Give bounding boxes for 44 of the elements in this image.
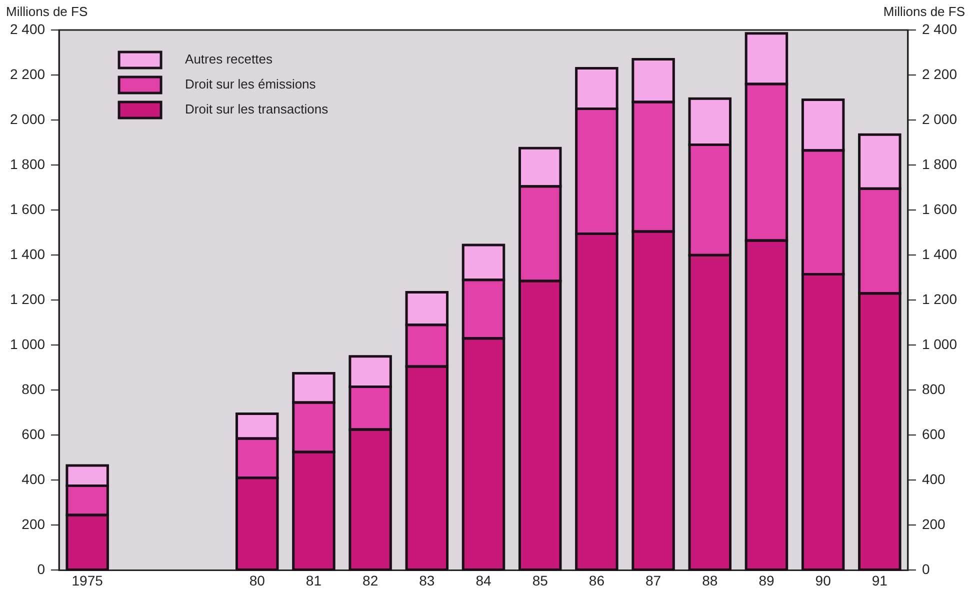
x-tick-label: 89 [758, 572, 774, 588]
legend-label: Droit sur les transactions [185, 102, 329, 117]
y-tick-label: 600 [22, 426, 46, 442]
y-tick-label: 0 [37, 561, 46, 578]
y-tick-label: 2 400 [10, 20, 46, 37]
y2-tick-label: 200 [922, 516, 946, 532]
legend-label: Droit sur les émissions [185, 76, 316, 92]
y-axis-title: Millions de FS [6, 4, 88, 20]
x-tick-label: 82 [362, 572, 378, 588]
y-tick-label: 800 [22, 380, 46, 397]
y2-tick-label: 800 [922, 380, 946, 397]
y2-tick-label: 600 [922, 426, 946, 442]
y2-tick-label: 2 000 [922, 110, 958, 127]
y-tick-label: 1 600 [10, 200, 46, 217]
y-tick-label: 400 [22, 471, 46, 488]
x-tick-label: 80 [249, 572, 266, 588]
y2-axis-title: Millions de FS [883, 4, 966, 20]
y-tick-label: 2 200 [10, 66, 46, 82]
y-tick-label: 1 800 [10, 156, 46, 172]
x-tick-label: 88 [702, 572, 718, 588]
y-tick-label: 2 000 [10, 110, 46, 127]
x-tick-label: 83 [419, 572, 435, 588]
y-tick-label: 1 400 [10, 246, 46, 262]
x-tick-label: 85 [532, 572, 548, 588]
y2-tick-label: 2 200 [922, 66, 958, 82]
y2-tick-label: 0 [922, 561, 930, 578]
x-tick-label: 1975 [72, 572, 104, 588]
x-tick-label: 90 [815, 572, 832, 588]
y-tick-label: 1 000 [10, 336, 46, 352]
y-tick-label: 200 [22, 516, 46, 532]
x-tick-label: 86 [588, 572, 605, 588]
x-tick-label: 91 [872, 572, 888, 588]
x-tick-label: 87 [645, 572, 662, 588]
y2-tick-label: 1 600 [922, 200, 958, 217]
y2-tick-label: 400 [922, 471, 946, 488]
y2-tick-label: 1 200 [922, 290, 958, 307]
y2-tick-label: 1 800 [922, 156, 958, 172]
y-tick-label: 1 200 [10, 290, 46, 307]
y2-tick-label: 1 400 [922, 246, 958, 262]
y2-tick-label: 2 400 [922, 20, 958, 37]
legend-label: Autres recettes [185, 52, 273, 67]
y2-tick-label: 1 000 [922, 336, 958, 352]
x-tick-label: 84 [476, 572, 492, 588]
x-tick-label: 81 [306, 572, 322, 588]
